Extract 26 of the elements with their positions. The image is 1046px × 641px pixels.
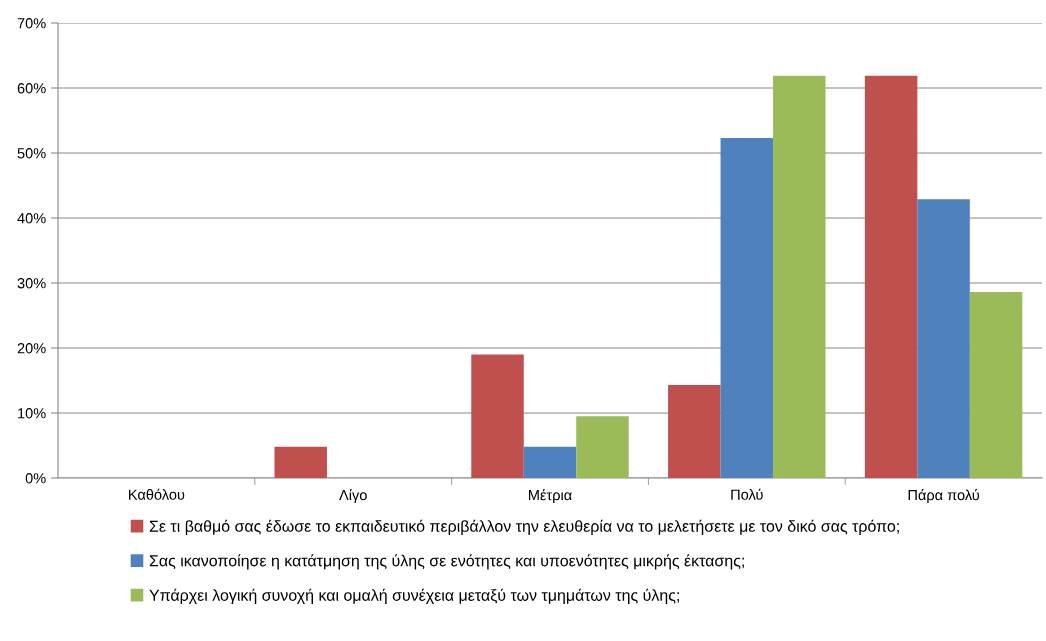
y-tick-label: 0% bbox=[25, 473, 46, 484]
x-tick-label: Λίγο bbox=[339, 489, 367, 504]
bar bbox=[917, 199, 970, 478]
x-tick-label: Πάρα πολύ bbox=[908, 489, 980, 504]
x-tick-label: Καθόλου bbox=[129, 488, 185, 500]
legend-label: Υπάρχει λογική συνοχή και ομαλή συνέχεια μεταξύ των τμημάτων της ύλης; bbox=[149, 588, 679, 605]
x-tick-label: Μέτρια bbox=[529, 489, 572, 504]
y-tick-label: 10% bbox=[18, 408, 46, 419]
y-tick-label: 50% bbox=[17, 148, 46, 159]
legend-label: Σας ικανοποίησε η κατάτμηση της ύλης σε ενότητες και υποενότητες μικρής έκτασης; bbox=[149, 554, 744, 570]
bar bbox=[720, 138, 774, 478]
bar bbox=[523, 446, 577, 478]
legend-label: Σε τι βαθμό σας έδωσε το εκπαιδευτικό περιβάλλον την ελευθερία να το μελετήσετε με τον δικό σας τρόπο; bbox=[149, 519, 899, 536]
bar bbox=[471, 354, 524, 478]
bar bbox=[274, 446, 327, 478]
x-tick-label: Πολύ bbox=[731, 488, 763, 500]
y-tick-label: 30% bbox=[17, 278, 46, 289]
y-tick-label: 20% bbox=[17, 343, 46, 354]
bar bbox=[773, 75, 826, 478]
bar bbox=[864, 75, 918, 478]
bar bbox=[969, 292, 1023, 478]
y-tick-label: 70% bbox=[17, 18, 46, 29]
y-tick-label: 60% bbox=[17, 83, 46, 94]
y-tick-label: 40% bbox=[17, 213, 46, 224]
bar bbox=[576, 416, 629, 478]
bar bbox=[668, 385, 721, 478]
